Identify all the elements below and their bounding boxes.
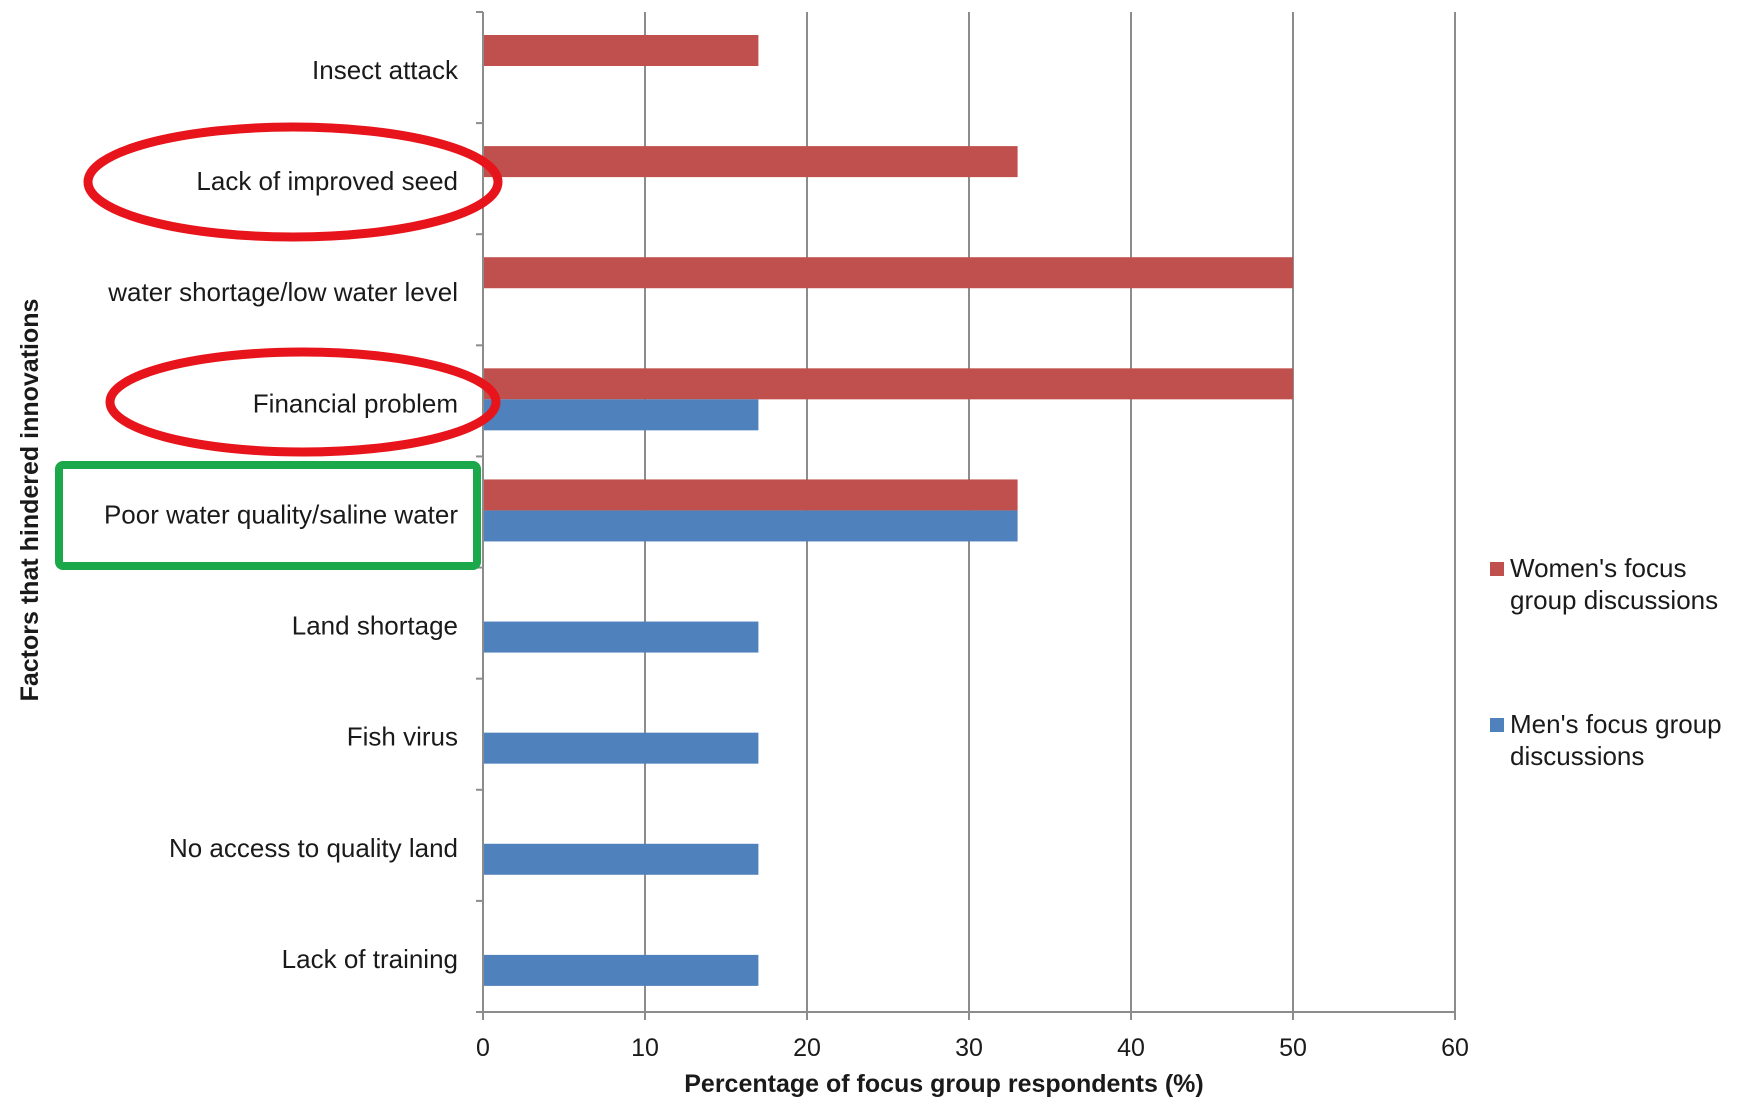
bars bbox=[483, 35, 1293, 986]
x-tick-label: 30 bbox=[955, 1034, 983, 1062]
bar-women-4 bbox=[483, 479, 1018, 511]
bar-women-1 bbox=[483, 146, 1018, 178]
bar-men-3 bbox=[483, 399, 759, 431]
y-axis-title: Factors that hindered innovations bbox=[16, 299, 44, 702]
x-tick-label: 50 bbox=[1279, 1034, 1307, 1062]
category-label: Land shortage bbox=[292, 611, 458, 641]
bar-women-3 bbox=[483, 368, 1293, 400]
category-label: Financial problem bbox=[253, 388, 458, 418]
x-tick-label: 20 bbox=[793, 1034, 821, 1062]
x-tick-labels: 0 10 20 30 40 50 60 bbox=[476, 1034, 1469, 1062]
bar-men-4 bbox=[483, 510, 1018, 542]
category-label: water shortage/low water level bbox=[107, 277, 458, 307]
category-label: Insect attack bbox=[312, 55, 459, 85]
legend-label: Women's focus bbox=[1510, 553, 1686, 583]
category-label: Lack of improved seed bbox=[196, 166, 458, 196]
category-label: Poor water quality/saline water bbox=[104, 499, 458, 529]
highlight-ellipse bbox=[105, 347, 501, 457]
bar-men-8 bbox=[483, 954, 759, 986]
category-label: No access to quality land bbox=[169, 833, 458, 863]
highlight-ellipse bbox=[83, 122, 503, 242]
legend-label: group discussions bbox=[1510, 585, 1718, 615]
x-axis-title: Percentage of focus group respondents (%… bbox=[684, 1070, 1204, 1098]
category-label: Fish virus bbox=[347, 722, 458, 752]
bar-women-0 bbox=[483, 35, 759, 66]
bar-men-7 bbox=[483, 843, 759, 875]
x-tick-label: 10 bbox=[631, 1034, 659, 1062]
x-tick-label: 0 bbox=[476, 1034, 490, 1062]
highlight-rectangle bbox=[55, 461, 481, 570]
x-tick-label: 40 bbox=[1117, 1034, 1145, 1062]
bar-men-5 bbox=[483, 621, 759, 653]
category-label: Lack of training bbox=[282, 944, 458, 974]
legend-label: Men's focus group bbox=[1510, 709, 1722, 739]
highlight-annotations bbox=[55, 122, 503, 570]
bar-women-2 bbox=[483, 257, 1293, 289]
axes bbox=[476, 11, 1456, 1020]
legend-swatch bbox=[1490, 718, 1504, 732]
category-labels: Insect attack Lack of improved seed water … bbox=[104, 55, 459, 974]
bar-men-6 bbox=[483, 732, 759, 764]
legend-label: discussions bbox=[1510, 741, 1644, 771]
legend-swatch bbox=[1490, 562, 1504, 576]
x-tick-label: 60 bbox=[1441, 1034, 1469, 1062]
